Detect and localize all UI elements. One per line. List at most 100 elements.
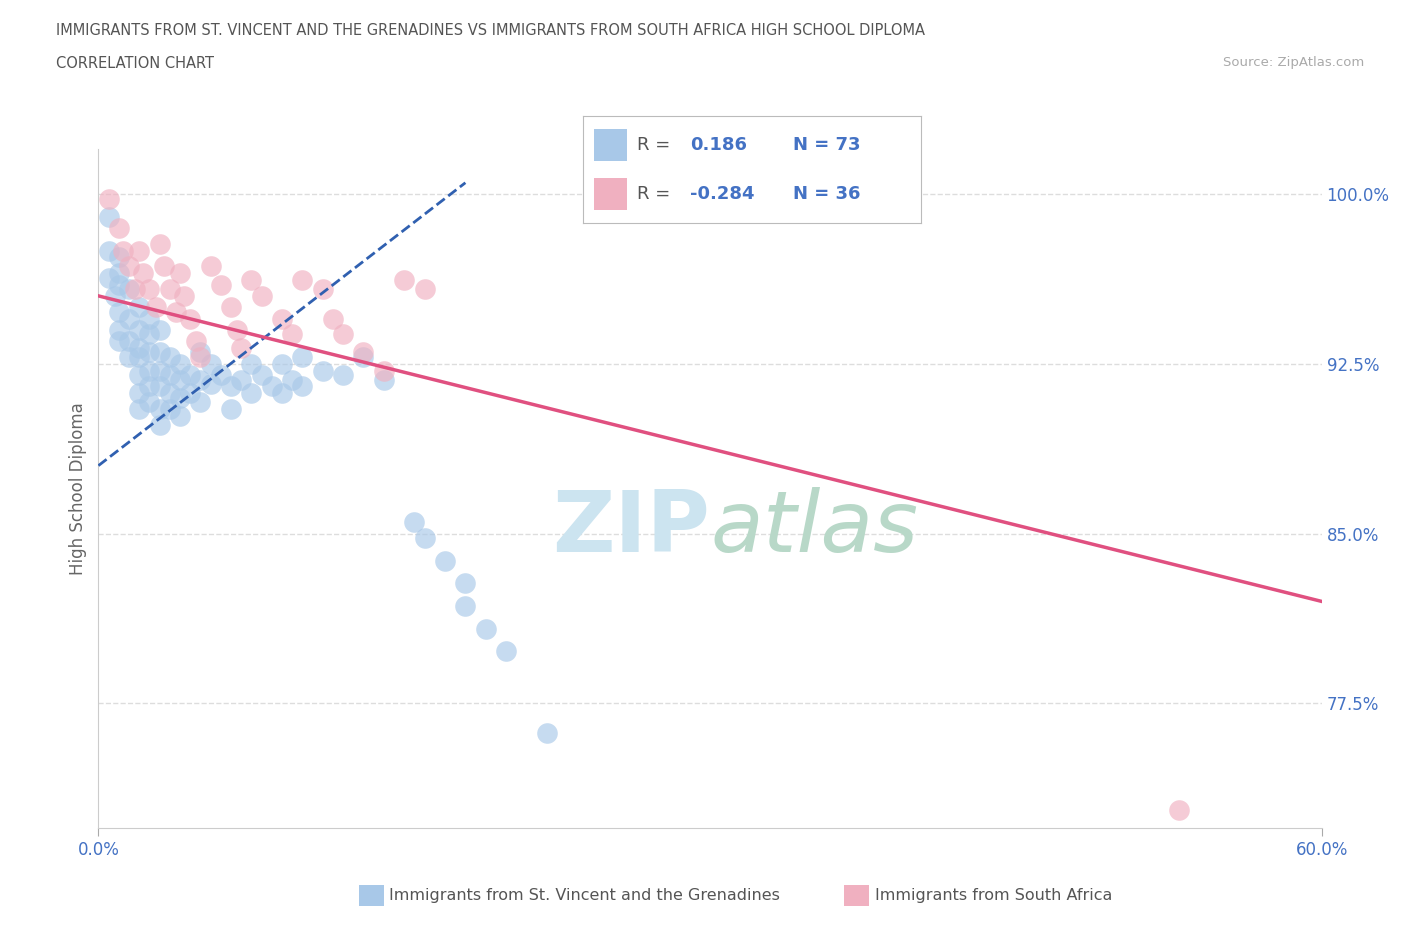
Point: [97, 209, 120, 224]
Text: CORRELATION CHART: CORRELATION CHART: [56, 56, 214, 71]
Point: [128, 323, 150, 338]
Point: [97, 271, 120, 286]
Point: [169, 356, 191, 371]
Point: [138, 282, 160, 297]
Point: [270, 386, 294, 401]
Point: [128, 244, 150, 259]
Point: [270, 356, 294, 371]
Point: [108, 334, 131, 349]
Point: [124, 282, 146, 297]
Point: [179, 312, 201, 326]
Bar: [593, 129, 627, 161]
Point: [240, 272, 263, 287]
Point: [454, 599, 477, 614]
Point: [392, 272, 416, 287]
Point: [108, 323, 131, 338]
Text: Immigrants from South Africa: Immigrants from South Africa: [875, 888, 1112, 903]
Point: [250, 288, 273, 303]
Point: [188, 350, 212, 365]
Point: [111, 244, 134, 259]
Point: [138, 345, 160, 360]
Point: [495, 644, 517, 658]
Point: [128, 386, 150, 401]
Text: R =: R =: [637, 136, 676, 154]
Point: [209, 367, 232, 382]
Point: [149, 363, 172, 378]
Point: [149, 379, 172, 394]
Point: [149, 402, 172, 417]
Point: [281, 327, 304, 342]
Point: [169, 266, 191, 281]
Point: [138, 327, 160, 342]
Point: [404, 515, 426, 530]
Point: [128, 299, 150, 314]
Point: [219, 379, 242, 394]
Point: [291, 379, 314, 394]
Text: atlas: atlas: [710, 487, 918, 570]
Point: [352, 350, 374, 365]
Text: -0.284: -0.284: [690, 185, 754, 204]
Point: [108, 250, 131, 265]
Point: [138, 312, 160, 326]
Point: [159, 282, 181, 297]
Point: [231, 372, 253, 387]
Point: [159, 386, 181, 401]
Point: [188, 372, 212, 387]
Point: [219, 402, 242, 417]
Point: [413, 531, 436, 546]
Point: [434, 553, 457, 568]
Point: [200, 259, 222, 274]
Point: [291, 350, 314, 365]
Point: [159, 367, 181, 382]
Point: [138, 395, 160, 410]
Point: [159, 402, 181, 417]
Point: [413, 282, 436, 297]
Point: [188, 395, 212, 410]
Point: [231, 340, 253, 355]
Point: [536, 725, 558, 740]
Point: [108, 220, 131, 235]
Point: [219, 299, 242, 314]
Point: [332, 367, 354, 382]
Text: ZIP: ZIP: [553, 487, 710, 570]
Point: [173, 288, 195, 303]
Text: N = 73: N = 73: [793, 136, 860, 154]
Point: [312, 282, 335, 297]
Point: [240, 386, 263, 401]
Point: [169, 372, 191, 387]
Point: [128, 367, 150, 382]
Text: Source: ZipAtlas.com: Source: ZipAtlas.com: [1223, 56, 1364, 69]
Point: [118, 282, 141, 297]
Point: [104, 288, 127, 303]
Point: [165, 304, 187, 319]
Point: [179, 367, 201, 382]
Point: [149, 323, 172, 338]
Point: [128, 340, 150, 355]
Point: [152, 259, 174, 274]
Point: [1167, 803, 1189, 817]
Point: [108, 304, 131, 319]
Point: [260, 379, 283, 394]
Point: [118, 350, 141, 365]
Point: [250, 367, 273, 382]
Point: [159, 350, 181, 365]
Point: [270, 312, 294, 326]
Text: R =: R =: [637, 185, 676, 204]
Point: [97, 244, 120, 259]
Point: [118, 312, 141, 326]
Point: [373, 363, 395, 378]
Point: [281, 372, 304, 387]
Point: [322, 312, 344, 326]
Point: [200, 356, 222, 371]
Point: [373, 372, 395, 387]
Point: [169, 408, 191, 423]
Text: 0.186: 0.186: [690, 136, 747, 154]
Text: N = 36: N = 36: [793, 185, 860, 204]
Y-axis label: High School Diploma: High School Diploma: [69, 402, 87, 575]
Point: [132, 266, 155, 281]
Point: [149, 345, 172, 360]
Point: [128, 402, 150, 417]
Point: [138, 363, 160, 378]
Point: [97, 192, 120, 206]
Bar: [593, 179, 627, 210]
